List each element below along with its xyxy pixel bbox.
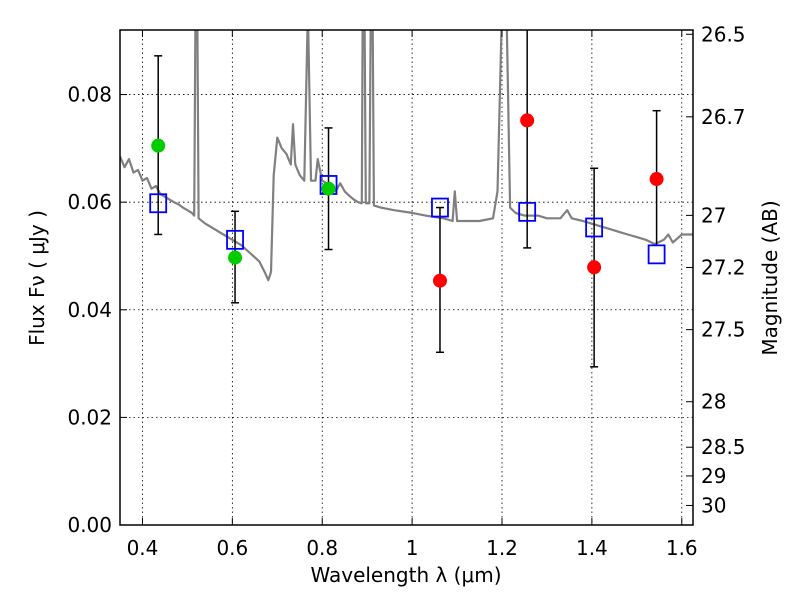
observed-point	[587, 260, 602, 275]
y2-tick-label: 29	[701, 464, 726, 488]
x-tick-label: 1.4	[576, 536, 608, 560]
observed-point	[520, 113, 535, 128]
model-square	[226, 229, 244, 250]
x-axis-title: Wavelength λ (μm)	[310, 563, 501, 587]
y2-tick-label: 27.2	[701, 255, 746, 279]
observed-point	[649, 172, 664, 187]
x-tick-label: 0.8	[306, 536, 338, 560]
observed-point	[151, 138, 166, 153]
x-tick-label: 1.6	[666, 536, 698, 560]
y2-tick-label: 27.5	[701, 318, 746, 342]
y2-tick-label: 28	[701, 390, 726, 414]
observed-point	[228, 250, 243, 265]
model-square	[585, 217, 604, 238]
y2-tick-label: 26.7	[701, 105, 746, 129]
y-tick-label: 0.08	[67, 83, 112, 107]
x-tick-label: 0.4	[127, 536, 159, 560]
y-axis-title: Flux Fν ( μJy )	[25, 210, 49, 346]
y2-tick-label: 30	[701, 493, 726, 517]
x-tick-label: 1	[406, 536, 419, 560]
y-tick-label: 0.04	[67, 298, 112, 322]
model-square	[647, 244, 666, 265]
y-tick-label: 0.02	[67, 405, 112, 429]
axis-ticks: 0.4 0.6 0.8 1 1.2 1.4 1.6 0.00 0.02 0.04 0.06 0.08 2…	[67, 22, 745, 560]
model-square	[149, 193, 168, 214]
y2-tick-label: 28.5	[701, 435, 746, 459]
y2-tick-label: 26.5	[701, 22, 746, 46]
observed-point	[321, 181, 336, 196]
model-square	[431, 197, 449, 218]
spectrum-line	[120, 30, 693, 282]
y2-axis-title: Magnitude (AB)	[758, 200, 782, 355]
x-tick-label: 1.2	[486, 536, 518, 560]
plot-frame	[119, 29, 694, 526]
observed-point	[432, 273, 447, 288]
plot-area	[120, 30, 693, 368]
gridlines	[120, 30, 693, 526]
y-tick-label: 0.06	[67, 190, 112, 214]
y-tick-label: 0.00	[67, 513, 112, 537]
x-tick-label: 0.6	[216, 536, 248, 560]
model-square	[518, 201, 537, 222]
y2-tick-label: 27	[701, 203, 726, 227]
